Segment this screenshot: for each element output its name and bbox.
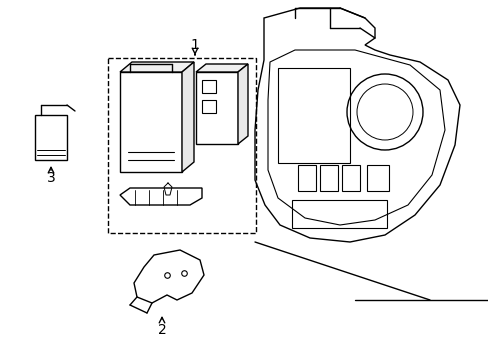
Bar [319, 165, 337, 191]
Bar [202, 80, 216, 93]
Text: 3: 3 [46, 171, 55, 185]
Bar [297, 165, 315, 191]
Bar [278, 68, 349, 163]
Polygon shape [182, 62, 194, 172]
Bar [202, 100, 216, 113]
Text: 2: 2 [157, 323, 166, 337]
Bar [120, 72, 182, 172]
Text: 1: 1 [190, 38, 199, 52]
Bar [291, 200, 386, 228]
Bar [366, 165, 388, 191]
Polygon shape [238, 64, 247, 144]
Bar [341, 165, 359, 191]
Bar [108, 58, 256, 233]
Bar [196, 72, 238, 144]
Polygon shape [120, 62, 194, 72]
Bar [35, 115, 67, 160]
Polygon shape [196, 64, 247, 72]
